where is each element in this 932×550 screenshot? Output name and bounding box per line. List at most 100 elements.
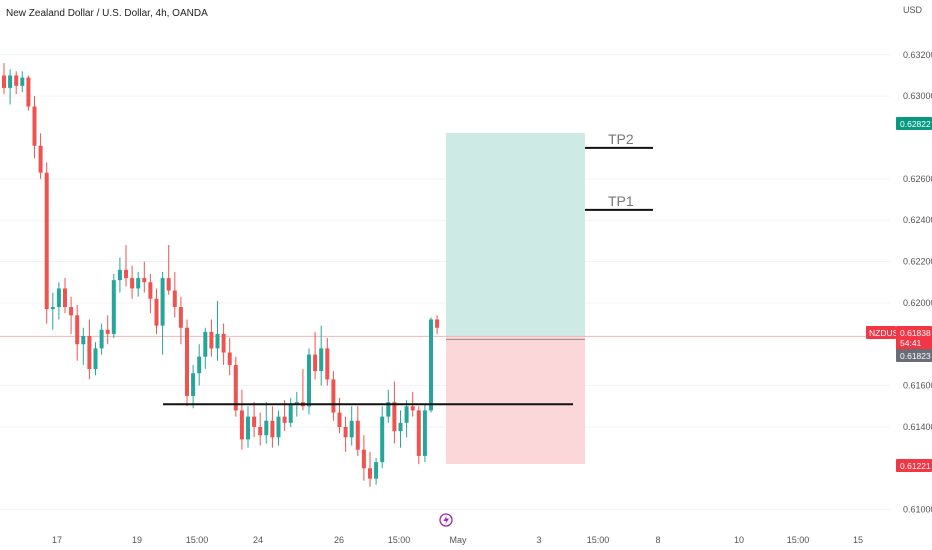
event-icon[interactable] (439, 513, 453, 527)
candle[interactable] (20, 71, 25, 93)
candle[interactable] (252, 402, 257, 438)
candle-body (410, 406, 415, 411)
candle[interactable] (288, 398, 293, 427)
candle-body (111, 280, 116, 334)
candle[interactable] (93, 342, 98, 376)
candle[interactable] (380, 406, 385, 469)
x-tick-label: 15:00 (388, 535, 411, 545)
candle[interactable] (56, 282, 61, 320)
candle[interactable] (386, 389, 391, 423)
candle[interactable] (233, 356, 238, 417)
x-tick-label: May (449, 535, 467, 545)
candle[interactable] (398, 410, 403, 448)
candle[interactable] (203, 327, 208, 370)
candle[interactable] (349, 406, 354, 446)
candle[interactable] (422, 404, 427, 463)
candle-body (50, 307, 55, 310)
candle[interactable] (209, 319, 214, 357)
candle[interactable] (32, 96, 37, 159)
candle[interactable] (44, 162, 49, 324)
candle[interactable] (2, 63, 6, 95)
tag-target: 0.62822 (900, 119, 931, 129)
candle[interactable] (264, 402, 269, 444)
candle[interactable] (63, 278, 67, 314)
candle[interactable] (38, 133, 43, 179)
candle-body (361, 449, 366, 469)
candle[interactable] (124, 245, 128, 287)
candle[interactable] (81, 327, 86, 365)
candle[interactable] (69, 296, 74, 334)
candle[interactable] (270, 406, 275, 448)
x-tick-label: 19 (132, 535, 142, 545)
candle[interactable] (117, 257, 122, 293)
tag-stop: 0.61221 (900, 461, 931, 471)
candle[interactable] (166, 245, 171, 295)
candles[interactable] (2, 63, 440, 487)
time-axis[interactable]: 17 19 15:00 24 26 15:00 May 3 15:00 8 10 15:00 15 (52, 535, 863, 545)
candle[interactable] (197, 344, 202, 386)
candle[interactable] (191, 364, 196, 409)
candle-body (178, 307, 183, 328)
candle[interactable] (26, 75, 31, 111)
candle[interactable] (429, 317, 433, 413)
candle-body (63, 288, 67, 308)
candle[interactable] (130, 265, 135, 299)
candle[interactable] (258, 412, 263, 446)
candle[interactable] (221, 323, 226, 365)
candle[interactable] (227, 338, 232, 376)
candle-body (252, 416, 257, 427)
candle[interactable] (105, 315, 110, 345)
candle[interactable] (416, 406, 421, 465)
candle[interactable] (355, 406, 360, 456)
candle[interactable] (148, 273, 153, 314)
candle-body (404, 406, 409, 423)
candle[interactable] (368, 451, 372, 487)
candle-body (8, 75, 13, 88)
candle[interactable] (319, 325, 324, 386)
candle[interactable] (136, 271, 141, 297)
candle[interactable] (404, 400, 409, 438)
candle[interactable] (246, 406, 250, 448)
candle-body (239, 410, 244, 440)
candle[interactable] (75, 304, 80, 361)
candle-body (105, 329, 110, 334)
candle[interactable] (313, 331, 318, 380)
candle[interactable] (282, 400, 287, 432)
candle-body (166, 278, 171, 291)
candle[interactable] (185, 319, 189, 407)
candle[interactable] (87, 319, 92, 380)
candle[interactable] (8, 69, 13, 105)
candle[interactable] (392, 381, 397, 444)
candle-body (14, 75, 19, 86)
candle[interactable] (435, 315, 440, 334)
candle-body (191, 373, 196, 396)
candle[interactable] (178, 296, 183, 345)
candle[interactable] (331, 371, 336, 421)
candle[interactable] (361, 435, 366, 481)
candle[interactable] (343, 416, 348, 452)
candle[interactable] (111, 273, 116, 339)
y-tick-label: 0.61000 (903, 505, 932, 515)
candle[interactable] (142, 261, 147, 293)
candle[interactable] (160, 271, 165, 355)
candle[interactable] (50, 292, 55, 330)
candle[interactable] (99, 323, 104, 355)
candle[interactable] (154, 288, 159, 334)
candle[interactable] (374, 457, 379, 485)
candle[interactable] (239, 389, 244, 450)
x-tick-label: 26 (334, 535, 344, 545)
candle[interactable] (325, 338, 330, 386)
candle-body (374, 462, 379, 479)
candle-body (87, 335, 92, 370)
candle[interactable] (215, 300, 220, 361)
x-tick-label: 15:00 (587, 535, 610, 545)
candle[interactable] (172, 271, 177, 318)
candle[interactable] (14, 71, 19, 95)
stop-zone[interactable] (446, 336, 585, 464)
target-zone[interactable] (446, 132, 585, 337)
candle[interactable] (276, 410, 281, 446)
